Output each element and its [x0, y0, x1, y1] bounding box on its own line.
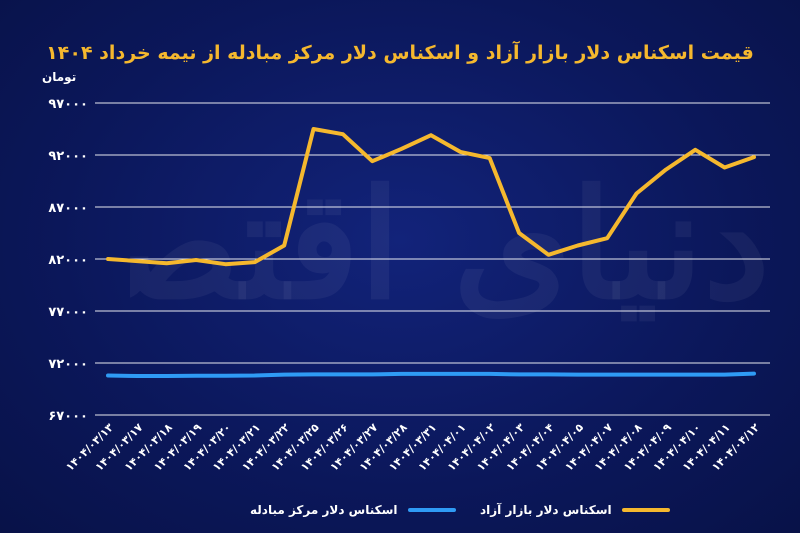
- x-axis-ticks: ۱۴۰۴/۰۳/۱۳۱۴۰۴/۰۳/۱۷۱۴۰۴/۰۳/۱۸۱۴۰۴/۰۳/۱۹…: [63, 421, 762, 474]
- y-tick-label: ۹۷۰۰۰: [48, 97, 88, 112]
- y-tick-label: ۶۷۰۰۰: [48, 409, 88, 424]
- legend-swatch-blue: [407, 508, 456, 512]
- y-tick-label: ۸۲۰۰۰: [48, 253, 88, 268]
- y-tick-label: ۸۷۰۰۰: [48, 201, 88, 216]
- legend-item-exchange-center: اسکناس دلار مرکز مبادله: [250, 500, 456, 520]
- y-tick-label: ۷۲۰۰۰: [48, 357, 88, 372]
- chart-title: قیمت اسکناس دلار بازار آزاد و اسکناس دلا…: [46, 42, 754, 64]
- legend-item-free-market: اسکناس دلار بازار آزاد: [480, 500, 670, 520]
- y-axis-ticks: ۶۷۰۰۰ ۷۲۰۰۰ ۷۷۰۰۰ ۸۲۰۰۰ ۸۷۰۰۰ ۹۲۰۰۰ ۹۷۰۰۰: [48, 97, 88, 424]
- y-tick-label: ۹۲۰۰۰: [48, 149, 88, 164]
- watermark-text: دنیای اقتصاد: [130, 157, 770, 333]
- y-tick-label: ۷۷۰۰۰: [48, 305, 88, 320]
- legend-label-free-market: اسکناس دلار بازار آزاد: [480, 503, 612, 517]
- legend-swatch-gold: [621, 508, 670, 512]
- series-lines: [106, 127, 756, 378]
- y-axis-unit-label: تومان: [42, 70, 77, 84]
- grid-lines: [95, 102, 770, 416]
- legend-label-exchange-center: اسکناس دلار مرکز مبادله: [250, 503, 398, 517]
- series-line: [106, 371, 756, 378]
- series-line: [106, 127, 756, 267]
